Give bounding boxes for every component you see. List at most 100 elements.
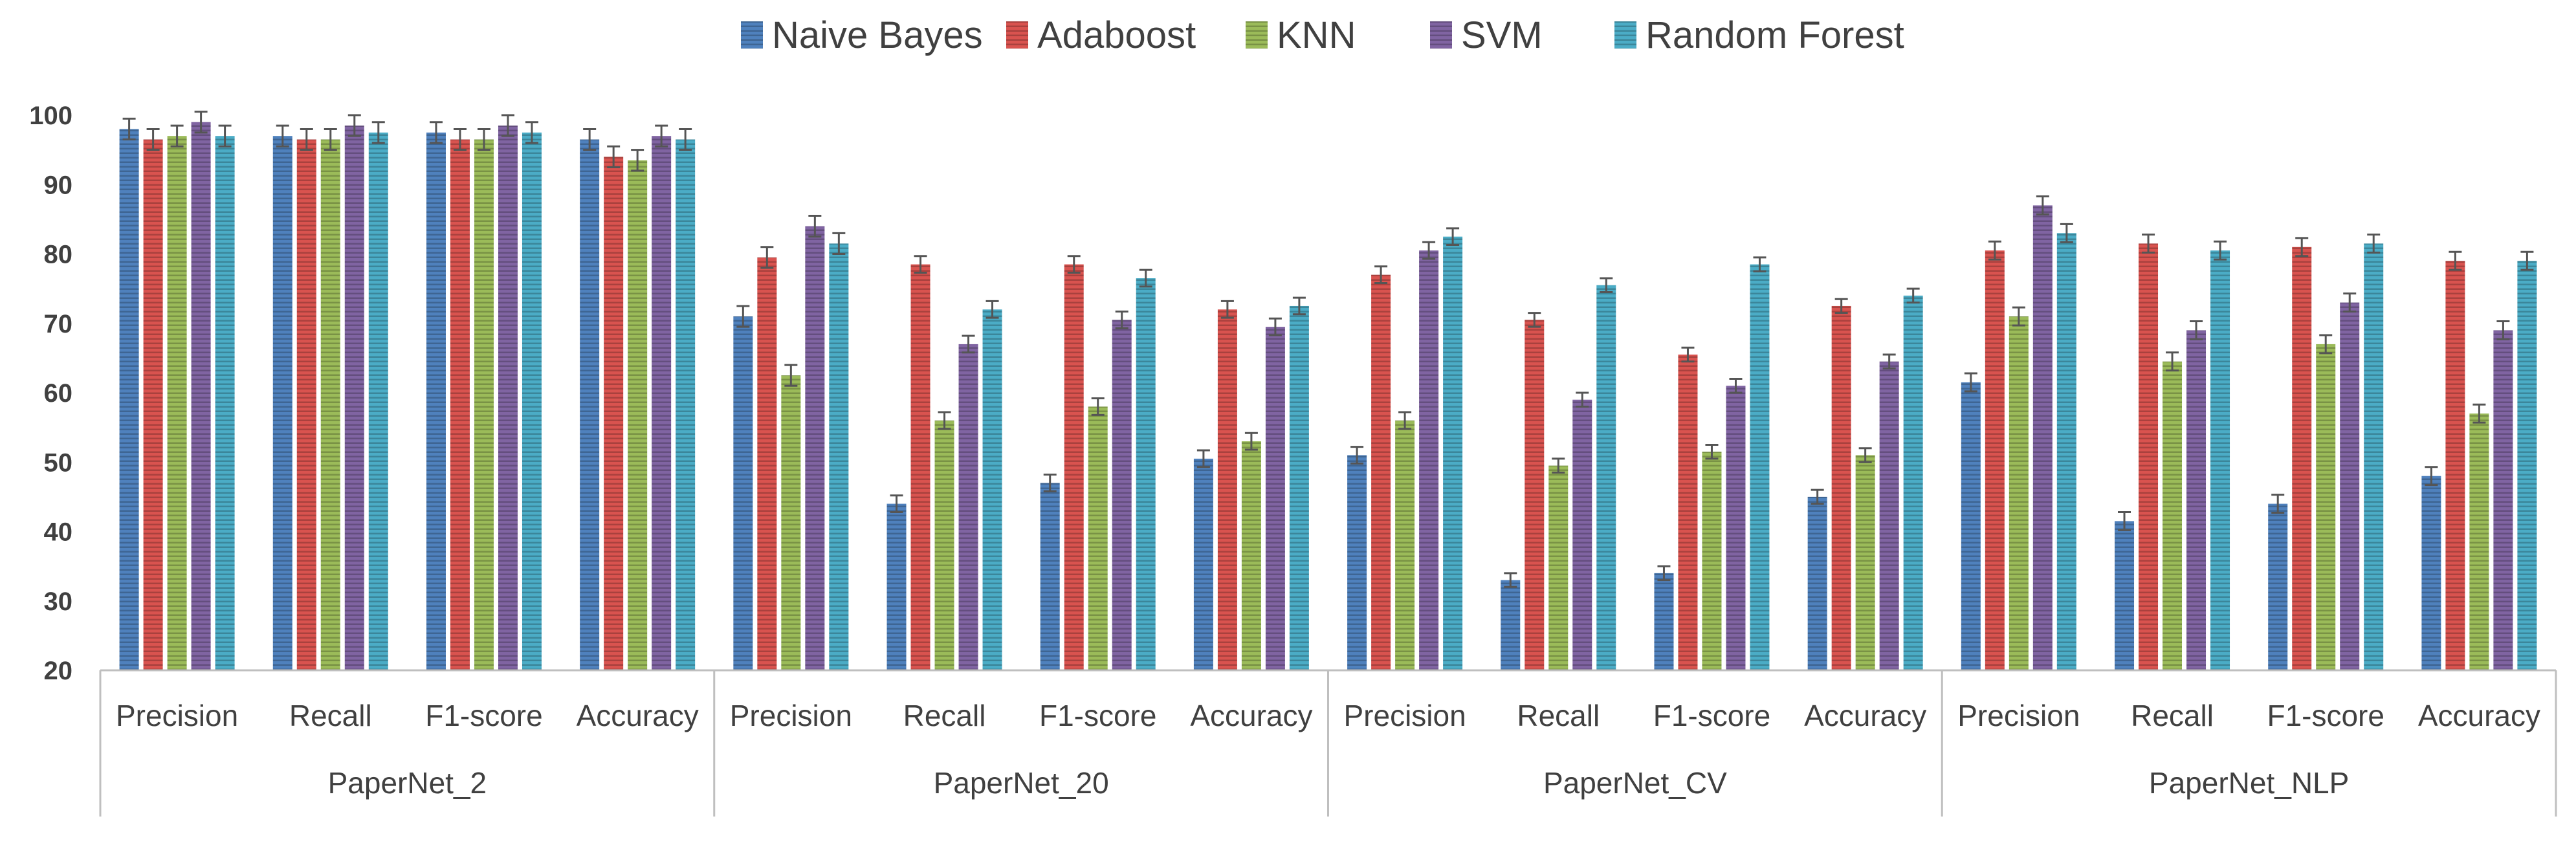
error-bar (1504, 572, 1517, 588)
error-bar (525, 121, 538, 144)
error-bar (146, 127, 160, 151)
group-label-papernet-cv: PaperNet_CV (1543, 766, 1727, 800)
legend-item-random-forest: Random Forest (1614, 14, 1904, 56)
x-tick-label: F1-score (2267, 699, 2384, 732)
bar-svm (191, 122, 211, 671)
x-tick-label: Precision (116, 699, 238, 732)
bar-svm (1879, 361, 1899, 670)
bars (119, 111, 2537, 671)
bar-adaboost (2445, 261, 2465, 671)
error-bar (501, 114, 514, 137)
legend-swatch (741, 21, 763, 49)
bar-random-forest (676, 139, 696, 671)
error-bar (276, 124, 289, 148)
bar-random-forest (368, 132, 388, 670)
bar-naive-bayes (426, 132, 446, 670)
bar-naive-bayes (1193, 458, 1213, 670)
bar-random-forest (1750, 264, 1770, 670)
legend-swatch (1006, 21, 1028, 49)
bar-svm (2340, 302, 2360, 670)
bar-naive-bayes (886, 503, 907, 670)
error-bar (985, 300, 999, 319)
bar-knn (320, 139, 340, 671)
error-bar (170, 124, 184, 148)
legend-swatch (1614, 21, 1636, 49)
bar-knn (2469, 413, 2489, 670)
bar-svm (1572, 399, 1592, 670)
legend-label: KNN (1277, 14, 1356, 56)
bar-svm (1112, 320, 1132, 670)
y-tick-label: 90 (44, 171, 73, 199)
error-bar (2012, 306, 2025, 327)
error-bar (2343, 292, 2357, 313)
bar-random-forest (982, 309, 1002, 670)
bar-naive-bayes (2421, 476, 2441, 670)
legend-label: Random Forest (1646, 14, 1904, 56)
error-bar (1882, 353, 1896, 369)
bar-svm (1265, 327, 1285, 670)
error-bar (679, 127, 692, 151)
bar-naive-bayes (1501, 580, 1521, 670)
error-bar (2142, 233, 2155, 254)
y-tick-label: 70 (44, 310, 73, 338)
error-bar (583, 127, 597, 151)
legend-swatch (1246, 21, 1268, 49)
error-bar (914, 255, 927, 274)
error-bar (194, 111, 208, 134)
bar-knn (1548, 465, 1569, 670)
y-tick-label: 20 (44, 657, 73, 685)
x-tick-label: Recall (903, 699, 986, 732)
error-bar (631, 149, 644, 172)
error-bar (1398, 411, 1412, 430)
error-bar (300, 127, 313, 151)
bar-svm (2493, 330, 2513, 671)
legend-item-naive-bayes: Naive Bayes (741, 14, 983, 56)
bar-random-forest (1289, 305, 1309, 670)
error-bar (736, 305, 750, 328)
error-bar (2190, 320, 2203, 340)
error-bar (2271, 494, 2285, 514)
legend-swatch (1430, 21, 1452, 49)
error-bar (1268, 317, 1282, 336)
error-bar (2520, 250, 2534, 271)
bar-random-forest (2517, 261, 2537, 671)
error-bar (2118, 510, 2131, 531)
error-bar (1681, 346, 1695, 363)
error-bar (1091, 397, 1105, 416)
error-bar (2425, 466, 2438, 487)
x-axis: Precision Recall F1-score Accuracy PaperNet_… (99, 669, 2557, 817)
x-tick-label: Recall (2131, 699, 2214, 732)
bar-svm (1419, 250, 1439, 670)
error-bar (218, 124, 232, 148)
bar-adaboost (1678, 355, 1698, 670)
bar-adaboost (1525, 320, 1545, 670)
bar-adaboost (1217, 309, 1237, 670)
error-bar (832, 232, 846, 255)
error-bar (1043, 474, 1057, 492)
error-bar (371, 121, 385, 144)
bar-naive-bayes (1040, 483, 1060, 670)
bar-naive-bayes (580, 139, 600, 671)
bar-knn (2316, 344, 2336, 670)
y-tick-label: 30 (44, 587, 73, 616)
bar-naive-bayes (1961, 382, 1981, 670)
error-bar (1350, 446, 1364, 465)
error-bar (2449, 250, 2462, 271)
bar-random-forest (1136, 278, 1156, 671)
error-bar (890, 494, 903, 513)
y-tick-label: 100 (29, 102, 72, 130)
x-tick-label: Precision (1957, 699, 2080, 732)
bar-adaboost (1831, 305, 1851, 670)
bar-knn (1088, 406, 1108, 670)
bar-svm (498, 126, 518, 670)
error-bar (1067, 255, 1081, 274)
bar-random-forest (2364, 243, 2384, 671)
error-bar (1576, 391, 1589, 408)
error-bar (1729, 378, 1743, 394)
legend-item-adaboost: Adaboost (1006, 14, 1196, 56)
error-bar (607, 145, 621, 168)
y-tick-label: 40 (44, 518, 73, 547)
error-bar (2496, 320, 2510, 340)
bar-random-forest (829, 243, 849, 671)
error-bar (808, 215, 822, 238)
